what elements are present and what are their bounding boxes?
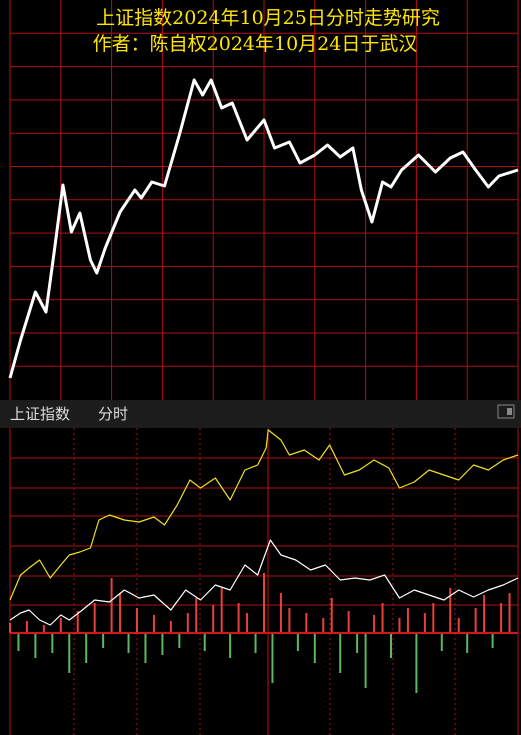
price-line (9, 429, 519, 601)
price-line (8, 78, 519, 379)
panel-header (0, 400, 521, 428)
panel-icon[interactable] (497, 404, 515, 419)
panel-subtitle: 分时 (98, 405, 128, 423)
price-line (9, 539, 519, 626)
panel-title: 上证指数 (10, 405, 70, 423)
title: 上证指数2024年10月25日分时走势研究 (96, 7, 440, 29)
subtitle: 作者：陈自权2024年10月24日于武汉 (93, 33, 418, 55)
panel-icon-inner (507, 408, 512, 415)
